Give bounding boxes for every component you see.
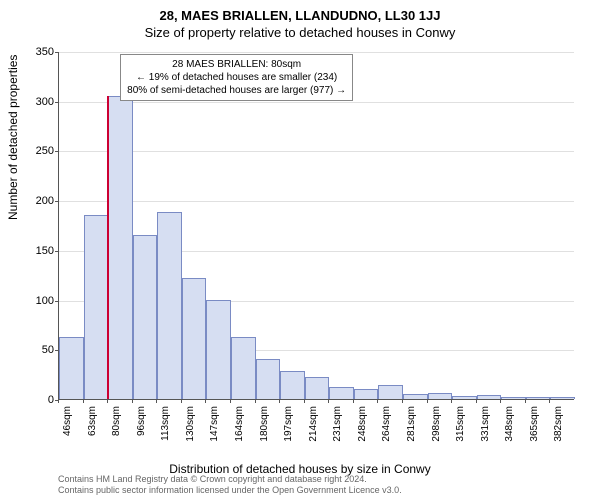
x-tick-mark bbox=[525, 400, 526, 403]
x-tick-mark bbox=[205, 400, 206, 403]
x-tick-mark bbox=[107, 400, 108, 403]
bar bbox=[84, 215, 109, 399]
x-tick-label: 180sqm bbox=[259, 406, 270, 450]
x-tick-label: 96sqm bbox=[136, 406, 147, 450]
bar bbox=[182, 278, 207, 399]
bar bbox=[206, 300, 231, 399]
footer-line2: Contains public sector information licen… bbox=[58, 485, 402, 496]
footer-line1: Contains HM Land Registry data © Crown c… bbox=[58, 474, 402, 485]
x-tick-label: 46sqm bbox=[62, 406, 73, 450]
bar bbox=[354, 389, 379, 399]
x-tick-label: 80sqm bbox=[111, 406, 122, 450]
bar bbox=[256, 359, 281, 399]
bar bbox=[59, 337, 84, 399]
x-tick-label: 315sqm bbox=[455, 406, 466, 450]
annotation-box: 28 MAES BRIALLEN: 80sqm ← 19% of detache… bbox=[120, 54, 353, 101]
x-tick-label: 298sqm bbox=[431, 406, 442, 450]
x-tick-mark bbox=[304, 400, 305, 403]
x-tick-mark bbox=[58, 400, 59, 403]
x-tick-label: 164sqm bbox=[234, 406, 245, 450]
x-tick-label: 147sqm bbox=[209, 406, 220, 450]
annotation-line1: 28 MAES BRIALLEN: 80sqm bbox=[127, 58, 346, 71]
y-tick-label: 250 bbox=[14, 145, 54, 157]
x-tick-label: 348sqm bbox=[504, 406, 515, 450]
x-tick-label: 365sqm bbox=[529, 406, 540, 450]
x-tick-mark bbox=[402, 400, 403, 403]
chart-title-main: 28, MAES BRIALLEN, LLANDUDNO, LL30 1JJ bbox=[0, 0, 600, 23]
x-tick-mark bbox=[451, 400, 452, 403]
x-tick-label: 248sqm bbox=[357, 406, 368, 450]
x-tick-mark bbox=[549, 400, 550, 403]
bar bbox=[157, 212, 182, 399]
x-tick-mark bbox=[255, 400, 256, 403]
bar bbox=[133, 235, 158, 399]
y-tick-label: 100 bbox=[14, 295, 54, 307]
plot-area: 28 MAES BRIALLEN: 80sqm ← 19% of detache… bbox=[58, 52, 574, 400]
x-tick-mark bbox=[476, 400, 477, 403]
bar bbox=[280, 371, 305, 399]
annotation-line2: ← 19% of detached houses are smaller (23… bbox=[127, 71, 346, 84]
x-tick-mark bbox=[377, 400, 378, 403]
bar bbox=[477, 395, 502, 399]
histogram-chart: 28, MAES BRIALLEN, LLANDUDNO, LL30 1JJ S… bbox=[0, 0, 600, 500]
bar bbox=[231, 337, 256, 399]
bar bbox=[108, 96, 133, 399]
bar bbox=[305, 377, 330, 399]
bar bbox=[526, 397, 551, 399]
x-tick-label: 382sqm bbox=[553, 406, 564, 450]
x-tick-label: 113sqm bbox=[160, 406, 171, 450]
y-tick-label: 0 bbox=[14, 394, 54, 406]
chart-title-sub: Size of property relative to detached ho… bbox=[0, 23, 600, 40]
bar bbox=[550, 397, 575, 399]
x-tick-mark bbox=[132, 400, 133, 403]
y-tick-label: 50 bbox=[14, 344, 54, 356]
x-tick-label: 231sqm bbox=[332, 406, 343, 450]
x-tick-mark bbox=[83, 400, 84, 403]
x-tick-label: 63sqm bbox=[87, 406, 98, 450]
bar bbox=[378, 385, 403, 399]
x-tick-mark bbox=[427, 400, 428, 403]
x-tick-label: 281sqm bbox=[406, 406, 417, 450]
bar bbox=[452, 396, 477, 399]
x-tick-label: 197sqm bbox=[283, 406, 294, 450]
x-tick-label: 331sqm bbox=[480, 406, 491, 450]
x-tick-mark bbox=[156, 400, 157, 403]
x-tick-mark bbox=[181, 400, 182, 403]
x-tick-mark bbox=[279, 400, 280, 403]
footer-attribution: Contains HM Land Registry data © Crown c… bbox=[58, 474, 402, 496]
x-tick-label: 214sqm bbox=[308, 406, 319, 450]
highlight-marker bbox=[107, 96, 109, 399]
bar bbox=[428, 393, 453, 399]
x-tick-mark bbox=[353, 400, 354, 403]
bar bbox=[329, 387, 354, 399]
y-tick-label: 300 bbox=[14, 96, 54, 108]
y-tick-label: 150 bbox=[14, 245, 54, 257]
x-tick-mark bbox=[230, 400, 231, 403]
bar bbox=[403, 394, 428, 399]
x-tick-mark bbox=[328, 400, 329, 403]
bar bbox=[501, 397, 526, 399]
annotation-line3: 80% of semi-detached houses are larger (… bbox=[127, 84, 346, 97]
x-tick-label: 264sqm bbox=[381, 406, 392, 450]
y-tick-label: 350 bbox=[14, 46, 54, 58]
x-tick-mark bbox=[500, 400, 501, 403]
x-tick-label: 130sqm bbox=[185, 406, 196, 450]
y-tick-label: 200 bbox=[14, 195, 54, 207]
